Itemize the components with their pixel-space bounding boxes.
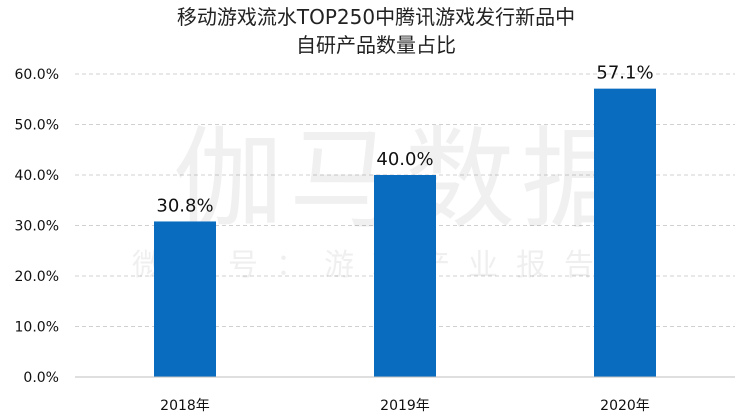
chart-title-line-2: 自研产品数量占比 — [296, 33, 456, 57]
bar-data-label: 57.1% — [596, 63, 653, 84]
y-tick-label: 50.0% — [15, 118, 59, 134]
y-tick-label: 0.0% — [23, 370, 59, 386]
bar-data-label: 30.8% — [156, 195, 213, 216]
y-tick-label: 30.0% — [15, 219, 59, 235]
x-axis-ticks: 2018年 2019年 2020年 — [160, 398, 650, 414]
bar — [374, 175, 436, 377]
x-tick-label: 2020年 — [600, 398, 650, 414]
bar — [594, 88, 656, 378]
x-tick-label: 2019年 — [380, 398, 430, 414]
y-tick-label: 40.0% — [15, 168, 59, 184]
x-tick-label: 2018年 — [160, 398, 210, 414]
data-labels: 30.8% 40.0% 57.1% — [156, 63, 653, 217]
bar — [154, 221, 216, 377]
y-axis-ticks: 0.0% 10.0% 20.0% 30.0% 40.0% 50.0% 60.0% — [15, 67, 59, 386]
y-tick-label: 60.0% — [15, 67, 59, 83]
y-tick-label: 20.0% — [15, 269, 59, 285]
bars — [154, 88, 656, 378]
bar-data-label: 40.0% — [376, 149, 433, 170]
chart-title-line-1: 移动游戏流水TOP250中腾讯游戏发行新品中 — [177, 5, 575, 29]
y-tick-label: 10.0% — [15, 320, 59, 336]
